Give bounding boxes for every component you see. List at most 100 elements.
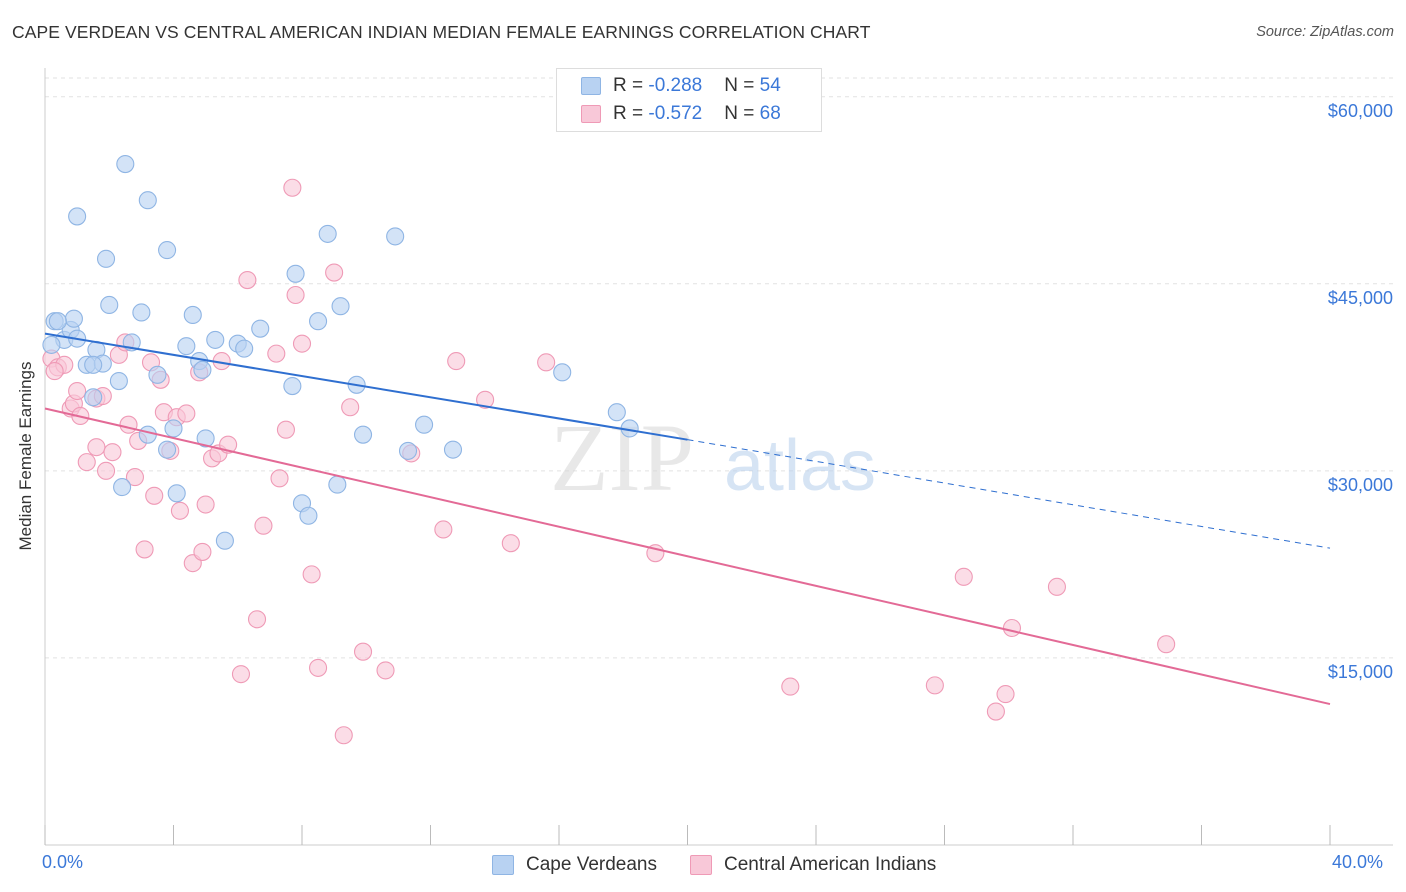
y-tick-label: $15,000: [1327, 661, 1393, 682]
point-central-american-indian: [231, 665, 251, 684]
point-central-american-indian: [781, 677, 800, 696]
point-cape-verdean: [193, 360, 212, 379]
point-central-american-indian: [193, 542, 212, 561]
point-central-american-indian: [447, 352, 466, 371]
point-cape-verdean: [553, 363, 572, 382]
trend-line-cape-verdeans-extension: [687, 439, 1331, 549]
point-central-american-indian: [87, 438, 106, 457]
bottom-legend-blue: Cape Verdeans: [492, 852, 657, 878]
point-cape-verdean: [113, 478, 132, 497]
point-cape-verdean: [138, 425, 157, 444]
bottom-legend-label-blue: Cape Verdeans: [526, 854, 657, 875]
legend-r-label: R =: [613, 103, 649, 124]
point-cape-verdean: [158, 440, 177, 459]
bottom-legend-swatch-pink: [690, 855, 712, 875]
point-central-american-indian: [292, 334, 312, 353]
source-label: Source: ZipAtlas.com: [1256, 24, 1394, 40]
point-cape-verdean: [42, 335, 61, 354]
point-cape-verdean: [132, 303, 151, 322]
point-cape-verdean: [443, 440, 463, 459]
point-cape-verdean: [158, 241, 177, 260]
point-central-american-indian: [434, 520, 453, 539]
point-cape-verdean: [84, 355, 103, 374]
point-cape-verdean: [100, 295, 119, 315]
legend-row-pink: R = -0.572 N = 68: [581, 102, 781, 126]
point-cape-verdean: [299, 506, 318, 525]
bottom-legend-pink: Central American Indians: [690, 852, 936, 878]
point-cape-verdean: [164, 419, 183, 438]
point-cape-verdean: [309, 312, 328, 331]
point-cape-verdean: [109, 372, 128, 391]
point-central-american-indian: [145, 486, 164, 505]
point-cape-verdean: [148, 365, 167, 384]
point-cape-verdean: [138, 191, 157, 210]
point-central-american-indian: [341, 398, 360, 417]
point-central-american-indian: [925, 676, 944, 695]
point-central-american-indian: [537, 353, 556, 372]
point-central-american-indian: [68, 381, 87, 401]
x-tick-max: 40.0%: [1332, 852, 1384, 872]
point-central-american-indian: [254, 516, 273, 535]
point-central-american-indian: [170, 501, 189, 520]
point-cape-verdean: [96, 249, 116, 268]
point-central-american-indian: [476, 390, 495, 409]
point-central-american-indian: [276, 420, 295, 439]
point-cape-verdean: [206, 330, 225, 349]
chart-title: CAPE VERDEAN VS CENTRAL AMERICAN INDIAN …: [12, 22, 871, 42]
point-central-american-indian: [270, 469, 289, 488]
point-central-american-indian: [286, 285, 305, 305]
correlation-legend: R = -0.288 N = 54 R = -0.572 N = 68: [556, 68, 822, 132]
series-cape-verdeans: [42, 155, 639, 550]
point-cape-verdean: [235, 339, 254, 358]
x-tick-min: 0.0%: [42, 852, 84, 872]
legend-r-value-pink: -0.572: [648, 103, 703, 124]
point-cape-verdean: [331, 297, 350, 316]
legend-swatch-blue: [581, 77, 601, 95]
point-central-american-indian: [45, 362, 64, 381]
point-central-american-indian: [96, 461, 116, 480]
point-cape-verdean: [251, 319, 270, 338]
point-central-american-indian: [353, 642, 373, 661]
legend-r-label: R =: [613, 75, 649, 96]
y-tick-label: $60,000: [1327, 100, 1393, 121]
point-cape-verdean: [286, 264, 305, 283]
point-cape-verdean: [386, 227, 405, 246]
point-central-american-indian: [986, 702, 1005, 721]
trend-line-central-american-indians: [44, 407, 1331, 706]
point-cape-verdean: [196, 429, 215, 448]
point-central-american-indian: [247, 610, 267, 629]
point-central-american-indian: [302, 565, 321, 584]
axes: [44, 68, 1393, 846]
point-central-american-indian: [376, 661, 395, 680]
legend-n-label: N =: [724, 103, 760, 124]
legend-n-value-blue: 54: [759, 75, 781, 96]
y-tick-label: $45,000: [1327, 287, 1393, 308]
watermark: ZIP atlas: [550, 404, 876, 511]
point-central-american-indian: [103, 443, 122, 462]
y-tick-label: $30,000: [1327, 474, 1393, 495]
point-central-american-indian: [238, 270, 257, 290]
point-cape-verdean: [68, 207, 87, 226]
legend-n-value-pink: 68: [759, 103, 781, 124]
point-cape-verdean: [328, 475, 347, 494]
point-central-american-indian: [309, 658, 328, 677]
point-cape-verdean: [116, 155, 135, 174]
point-cape-verdean: [64, 309, 83, 328]
bottom-legend-swatch-blue: [492, 855, 514, 875]
point-central-american-indian: [177, 404, 196, 423]
point-central-american-indian: [267, 344, 286, 363]
point-cape-verdean: [318, 224, 337, 243]
point-central-american-indian: [196, 495, 215, 514]
point-cape-verdean: [48, 312, 67, 331]
point-cape-verdean: [607, 403, 626, 422]
legend-n-label: N =: [724, 75, 760, 96]
series-central-american-indians: [42, 178, 1176, 745]
point-central-american-indian: [996, 685, 1015, 704]
point-cape-verdean: [215, 531, 234, 550]
point-central-american-indian: [119, 415, 138, 434]
point-cape-verdean: [167, 484, 186, 503]
point-central-american-indian: [283, 178, 302, 197]
point-central-american-indian: [325, 263, 344, 282]
point-cape-verdean: [177, 337, 196, 356]
